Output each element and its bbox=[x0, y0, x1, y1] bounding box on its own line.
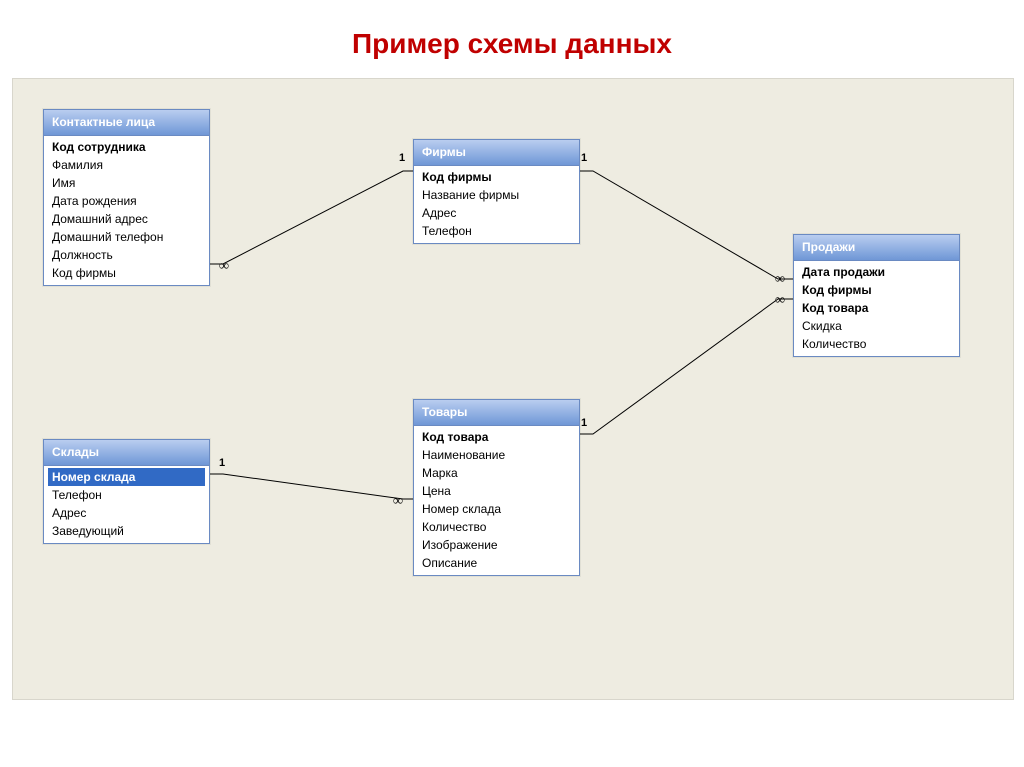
table-field[interactable]: Фамилия bbox=[48, 156, 205, 174]
table-field-list: Дата продажиКод фирмыКод товараСкидкаКол… bbox=[794, 261, 959, 356]
table-field[interactable]: Телефон bbox=[418, 222, 575, 240]
table-header[interactable]: Товары bbox=[414, 400, 579, 426]
table-field[interactable]: Код фирмы bbox=[48, 264, 205, 282]
table-field[interactable]: Марка bbox=[418, 464, 575, 482]
relationship-line bbox=[208, 474, 413, 499]
table-field[interactable]: Номер склада bbox=[418, 500, 575, 518]
table-field[interactable]: Количество bbox=[798, 335, 955, 353]
diagram-canvas: ∞11∞1∞1∞Контактные лицаКод сотрудникаФам… bbox=[12, 78, 1014, 700]
table-goods[interactable]: ТоварыКод товараНаименованиеМаркаЦенаНом… bbox=[413, 399, 580, 576]
table-field[interactable]: Цена bbox=[418, 482, 575, 500]
cardinality-label: 1 bbox=[399, 152, 405, 164]
table-header[interactable]: Продажи bbox=[794, 235, 959, 261]
table-field[interactable]: Номер склада bbox=[48, 468, 205, 486]
table-field-list: Код товараНаименованиеМаркаЦенаНомер скл… bbox=[414, 426, 579, 575]
cardinality-label: ∞ bbox=[775, 272, 785, 288]
table-field[interactable]: Дата рождения bbox=[48, 192, 205, 210]
relationship-line bbox=[208, 171, 413, 264]
table-field[interactable]: Скидка bbox=[798, 317, 955, 335]
table-field[interactable]: Код товара bbox=[418, 428, 575, 446]
table-field[interactable]: Заведующий bbox=[48, 522, 205, 540]
table-field-list: Номер складаТелефонАдресЗаведующий bbox=[44, 466, 209, 543]
table-field[interactable]: Должность bbox=[48, 246, 205, 264]
table-field[interactable]: Количество bbox=[418, 518, 575, 536]
table-field[interactable]: Адрес bbox=[48, 504, 205, 522]
cardinality-label: 1 bbox=[581, 417, 587, 429]
table-field[interactable]: Описание bbox=[418, 554, 575, 572]
page-title: Пример схемы данных bbox=[0, 0, 1024, 78]
cardinality-label: 1 bbox=[581, 152, 587, 164]
table-field[interactable]: Изображение bbox=[418, 536, 575, 554]
table-field[interactable]: Адрес bbox=[418, 204, 575, 222]
cardinality-label: ∞ bbox=[775, 293, 785, 309]
table-field[interactable]: Наименование bbox=[418, 446, 575, 464]
table-firms[interactable]: ФирмыКод фирмыНазвание фирмыАдресТелефон bbox=[413, 139, 580, 244]
table-field[interactable]: Код сотрудника bbox=[48, 138, 205, 156]
relationship-line bbox=[578, 171, 793, 279]
table-field-list: Код фирмыНазвание фирмыАдресТелефон bbox=[414, 166, 579, 243]
table-field-list: Код сотрудникаФамилияИмяДата рожденияДом… bbox=[44, 136, 209, 285]
table-field[interactable]: Код фирмы bbox=[418, 168, 575, 186]
table-field[interactable]: Имя bbox=[48, 174, 205, 192]
table-contacts[interactable]: Контактные лицаКод сотрудникаФамилияИмяД… bbox=[43, 109, 210, 286]
table-sales[interactable]: ПродажиДата продажиКод фирмыКод товараСк… bbox=[793, 234, 960, 357]
table-field[interactable]: Домашний телефон bbox=[48, 228, 205, 246]
cardinality-label: ∞ bbox=[393, 494, 403, 510]
table-field[interactable]: Название фирмы bbox=[418, 186, 575, 204]
table-header[interactable]: Фирмы bbox=[414, 140, 579, 166]
table-field[interactable]: Домашний адрес bbox=[48, 210, 205, 228]
table-header[interactable]: Контактные лица bbox=[44, 110, 209, 136]
table-warehouses[interactable]: СкладыНомер складаТелефонАдресЗаведующий bbox=[43, 439, 210, 544]
relationship-line bbox=[578, 299, 793, 434]
cardinality-label: 1 bbox=[219, 457, 225, 469]
table-header[interactable]: Склады bbox=[44, 440, 209, 466]
table-field[interactable]: Код фирмы bbox=[798, 281, 955, 299]
table-field[interactable]: Дата продажи bbox=[798, 263, 955, 281]
table-field[interactable]: Код товара bbox=[798, 299, 955, 317]
cardinality-label: ∞ bbox=[219, 259, 229, 275]
table-field[interactable]: Телефон bbox=[48, 486, 205, 504]
